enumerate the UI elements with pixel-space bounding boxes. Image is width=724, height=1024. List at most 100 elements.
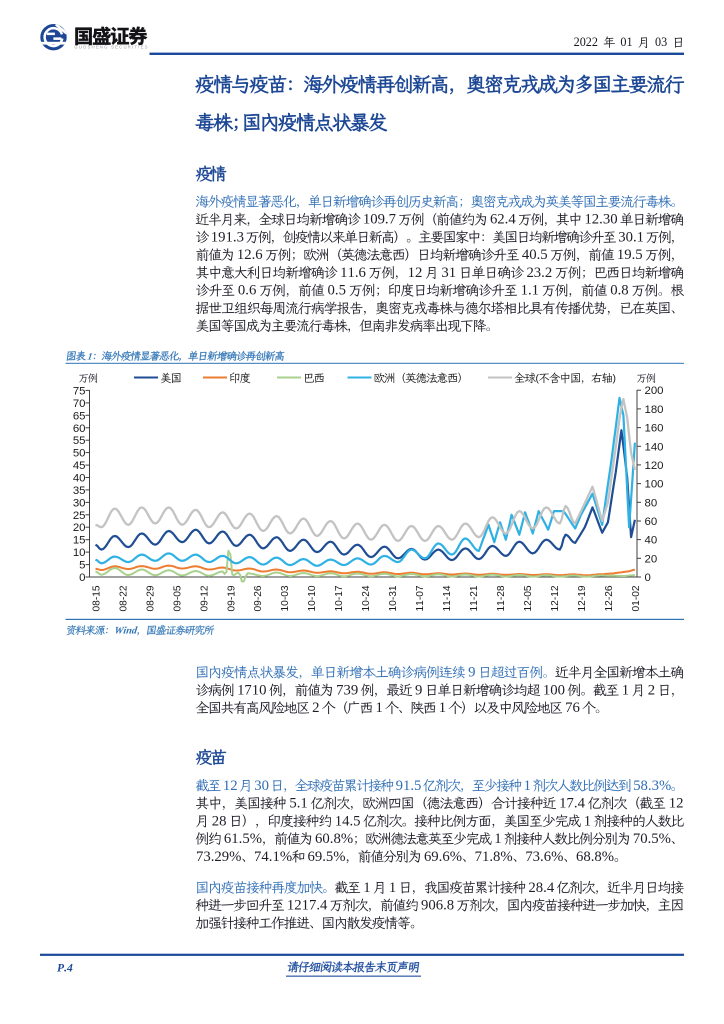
svg-text:03: 03 — [655, 35, 667, 49]
svg-text:180: 180 — [645, 404, 664, 416]
svg-text:11-28: 11-28 — [496, 585, 507, 611]
svg-text:10-17: 10-17 — [334, 585, 345, 611]
svg-text:12-26: 12-26 — [604, 585, 615, 611]
svg-text:12-12: 12-12 — [550, 585, 561, 611]
svg-text:28: 28 — [212, 813, 227, 829]
svg-text:11-14: 11-14 — [442, 585, 453, 611]
svg-text:19.5: 19.5 — [617, 247, 643, 263]
svg-text:2022: 2022 — [574, 35, 598, 49]
svg-text:75: 75 — [73, 385, 86, 397]
svg-text:91.5: 91.5 — [396, 778, 422, 794]
svg-text:69.5%: 69.5% — [307, 849, 345, 865]
svg-text:01: 01 — [620, 35, 632, 49]
svg-text:09-19: 09-19 — [226, 585, 237, 611]
svg-text:0.5: 0.5 — [328, 283, 346, 299]
svg-text:1: 1 — [494, 831, 501, 847]
svg-text:60.8%: 60.8% — [315, 831, 353, 847]
svg-text:71.8%: 71.8% — [475, 849, 513, 865]
svg-text:20: 20 — [645, 553, 658, 565]
svg-text:1710: 1710 — [237, 682, 266, 698]
svg-text:09-05: 09-05 — [172, 585, 183, 611]
svg-text:17.4: 17.4 — [559, 796, 585, 812]
svg-text:1: 1 — [584, 813, 591, 829]
svg-text:0: 0 — [645, 572, 651, 584]
svg-text:08-22: 08-22 — [118, 585, 129, 611]
svg-text:109.7: 109.7 — [363, 212, 396, 228]
svg-text:20: 20 — [73, 522, 86, 534]
svg-text:10: 10 — [73, 547, 86, 559]
svg-text:0.8: 0.8 — [610, 283, 628, 299]
svg-text:73.29%: 73.29% — [196, 849, 241, 865]
svg-text:Wind: Wind — [114, 626, 139, 637]
svg-text:11-07: 11-07 — [415, 585, 426, 611]
svg-text:61.5%: 61.5% — [224, 831, 262, 847]
svg-text:0: 0 — [79, 572, 85, 584]
svg-text:12-05: 12-05 — [523, 585, 534, 611]
svg-text:74.1%: 74.1% — [254, 849, 292, 865]
svg-text:1.1: 1.1 — [521, 283, 539, 299]
svg-text:09-12: 09-12 — [199, 585, 210, 611]
svg-text:09-26: 09-26 — [253, 585, 264, 611]
svg-text:1217.4: 1217.4 — [287, 898, 328, 914]
svg-text:01-02: 01-02 — [631, 585, 642, 611]
svg-text:40: 40 — [645, 535, 658, 547]
svg-text:28.4: 28.4 — [528, 880, 554, 896]
svg-text:60: 60 — [645, 516, 658, 528]
svg-text:2: 2 — [648, 682, 655, 698]
svg-text:1: 1 — [363, 880, 370, 896]
svg-text:1: 1 — [622, 682, 629, 698]
svg-text:1: 1 — [389, 880, 396, 896]
svg-text:35: 35 — [73, 485, 86, 497]
svg-text:50: 50 — [73, 448, 86, 460]
svg-text:11-21: 11-21 — [469, 585, 480, 611]
svg-text:15: 15 — [73, 535, 86, 547]
svg-text:30.1: 30.1 — [618, 229, 644, 245]
svg-text:(: ( — [535, 374, 539, 385]
svg-text:65: 65 — [73, 410, 86, 422]
svg-text:60: 60 — [73, 423, 86, 435]
svg-text:30: 30 — [254, 778, 269, 794]
svg-text:30: 30 — [73, 497, 86, 509]
svg-text:12.6: 12.6 — [237, 247, 263, 263]
svg-text:10-24: 10-24 — [361, 585, 372, 611]
svg-text:): ) — [612, 374, 615, 385]
svg-text:76: 76 — [565, 700, 580, 716]
svg-text:1: 1 — [524, 778, 531, 794]
svg-text:12: 12 — [223, 778, 238, 794]
svg-text:12: 12 — [669, 796, 684, 812]
svg-text:58.3%: 58.3% — [633, 778, 671, 794]
svg-text:100: 100 — [543, 682, 565, 698]
svg-text:120: 120 — [645, 460, 664, 472]
svg-text:31: 31 — [441, 265, 456, 281]
svg-text:P.4: P.4 — [57, 962, 73, 975]
svg-text:69.6%: 69.6% — [424, 849, 462, 865]
svg-text:200: 200 — [645, 385, 664, 397]
svg-text:9: 9 — [468, 665, 475, 681]
svg-text:1: 1 — [439, 700, 446, 716]
svg-text:12-19: 12-19 — [577, 585, 588, 611]
svg-text:140: 140 — [645, 441, 664, 453]
svg-text:1: 1 — [375, 700, 382, 716]
svg-text:11.6: 11.6 — [340, 265, 366, 281]
svg-text:45: 45 — [73, 460, 86, 472]
svg-text:08-15: 08-15 — [91, 585, 102, 611]
svg-text:08-29: 08-29 — [145, 585, 156, 611]
svg-text:10-31: 10-31 — [388, 585, 399, 611]
svg-text:9: 9 — [415, 682, 422, 698]
svg-text:10-10: 10-10 — [307, 585, 318, 611]
svg-text:70: 70 — [73, 398, 86, 410]
svg-text:1: 1 — [87, 351, 93, 362]
svg-text:100: 100 — [645, 479, 664, 491]
svg-text:191.3: 191.3 — [211, 229, 244, 245]
svg-text:12: 12 — [408, 265, 423, 281]
svg-text:80: 80 — [645, 497, 658, 509]
svg-text:23.2: 23.2 — [526, 265, 552, 281]
svg-text:12.30: 12.30 — [584, 212, 617, 228]
svg-text:14.5: 14.5 — [335, 813, 361, 829]
svg-text:2: 2 — [312, 700, 319, 716]
svg-text:25: 25 — [73, 510, 86, 522]
svg-text:55: 55 — [73, 435, 86, 447]
svg-text:160: 160 — [645, 423, 664, 435]
svg-text:739: 739 — [336, 682, 358, 698]
svg-text:0.6: 0.6 — [238, 283, 256, 299]
